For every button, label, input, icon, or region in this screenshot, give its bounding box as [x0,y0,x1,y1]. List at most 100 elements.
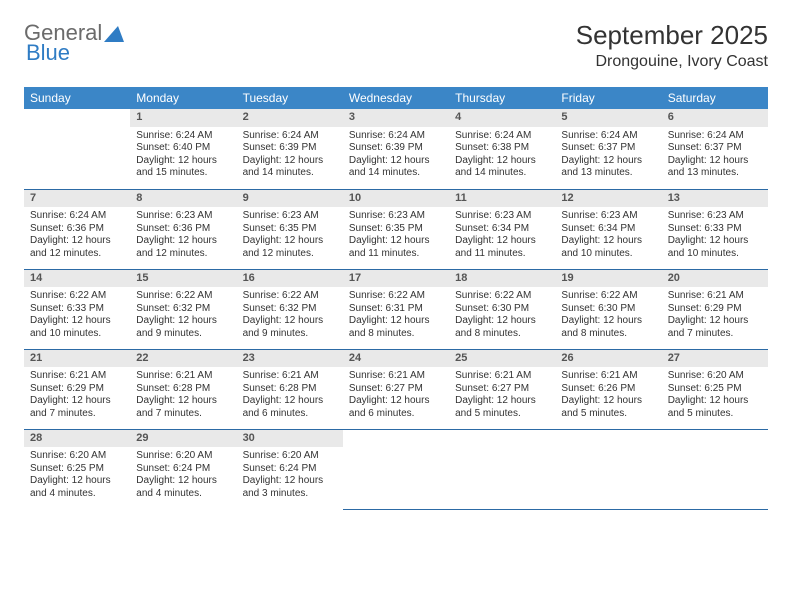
day-number: 7 [24,190,130,208]
calendar-day-cell: 6Sunrise: 6:24 AMSunset: 6:37 PMDaylight… [662,109,768,189]
logo: General Blue [24,20,124,66]
day-line: Sunset: 6:39 PM [349,142,443,155]
day-content: Sunrise: 6:23 AMSunset: 6:33 PMDaylight:… [662,207,768,266]
day-number: 1 [130,109,236,127]
day-line: and 7 minutes. [136,408,230,421]
calendar-day-cell: 8Sunrise: 6:23 AMSunset: 6:36 PMDaylight… [130,189,236,269]
calendar-day-cell: 21Sunrise: 6:21 AMSunset: 6:29 PMDayligh… [24,349,130,429]
day-line: Daylight: 12 hours [455,315,549,328]
weekday-header-row: SundayMondayTuesdayWednesdayThursdayFrid… [24,87,768,109]
day-line: Daylight: 12 hours [136,395,230,408]
calendar-day-cell [555,429,661,509]
day-content: Sunrise: 6:21 AMSunset: 6:29 PMDaylight:… [24,367,130,426]
day-line: Sunrise: 6:21 AM [30,370,124,383]
weekday-header: Thursday [449,87,555,109]
day-content: Sunrise: 6:21 AMSunset: 6:27 PMDaylight:… [343,367,449,426]
header: General Blue September 2025 Drongouine, … [24,20,768,71]
calendar-day-cell [449,429,555,509]
day-content: Sunrise: 6:24 AMSunset: 6:37 PMDaylight:… [662,127,768,186]
day-content: Sunrise: 6:22 AMSunset: 6:32 PMDaylight:… [130,287,236,346]
day-line: Sunrise: 6:20 AM [243,450,337,463]
day-line: Sunset: 6:35 PM [349,223,443,236]
calendar-day-cell: 25Sunrise: 6:21 AMSunset: 6:27 PMDayligh… [449,349,555,429]
day-line: and 9 minutes. [136,328,230,341]
day-line: Daylight: 12 hours [136,315,230,328]
calendar-table: SundayMondayTuesdayWednesdayThursdayFrid… [24,87,768,510]
calendar-week-row: 14Sunrise: 6:22 AMSunset: 6:33 PMDayligh… [24,269,768,349]
day-content: Sunrise: 6:24 AMSunset: 6:37 PMDaylight:… [555,127,661,186]
day-line: Sunrise: 6:22 AM [349,290,443,303]
day-line: Daylight: 12 hours [136,235,230,248]
day-line: Sunrise: 6:21 AM [455,370,549,383]
day-content: Sunrise: 6:23 AMSunset: 6:35 PMDaylight:… [237,207,343,266]
day-line: Daylight: 12 hours [30,315,124,328]
day-line: and 4 minutes. [136,488,230,501]
calendar-day-cell: 17Sunrise: 6:22 AMSunset: 6:31 PMDayligh… [343,269,449,349]
day-number: 11 [449,190,555,208]
day-line: Sunrise: 6:23 AM [349,210,443,223]
day-line: and 5 minutes. [668,408,762,421]
calendar-week-row: 28Sunrise: 6:20 AMSunset: 6:25 PMDayligh… [24,429,768,509]
day-content: Sunrise: 6:20 AMSunset: 6:25 PMDaylight:… [662,367,768,426]
calendar-day-cell: 7Sunrise: 6:24 AMSunset: 6:36 PMDaylight… [24,189,130,269]
day-line: Daylight: 12 hours [668,235,762,248]
day-number: 6 [662,109,768,127]
day-line: Daylight: 12 hours [455,155,549,168]
day-line: and 9 minutes. [243,328,337,341]
calendar-day-cell: 12Sunrise: 6:23 AMSunset: 6:34 PMDayligh… [555,189,661,269]
day-line: Sunset: 6:24 PM [136,463,230,476]
weekday-header: Monday [130,87,236,109]
location: Drongouine, Ivory Coast [576,53,768,71]
calendar-day-cell: 9Sunrise: 6:23 AMSunset: 6:35 PMDaylight… [237,189,343,269]
day-number: 10 [343,190,449,208]
day-number: 15 [130,270,236,288]
day-line: Sunset: 6:36 PM [30,223,124,236]
day-number: 23 [237,350,343,368]
day-content: Sunrise: 6:24 AMSunset: 6:40 PMDaylight:… [130,127,236,186]
calendar-day-cell: 16Sunrise: 6:22 AMSunset: 6:32 PMDayligh… [237,269,343,349]
day-content: Sunrise: 6:21 AMSunset: 6:27 PMDaylight:… [449,367,555,426]
day-line: Sunrise: 6:22 AM [136,290,230,303]
day-line: Sunset: 6:28 PM [136,383,230,396]
day-line: Sunrise: 6:21 AM [136,370,230,383]
day-line: Daylight: 12 hours [243,315,337,328]
calendar-day-cell [343,429,449,509]
day-line: Daylight: 12 hours [243,395,337,408]
weekday-header: Wednesday [343,87,449,109]
day-content: Sunrise: 6:22 AMSunset: 6:33 PMDaylight:… [24,287,130,346]
day-content: Sunrise: 6:24 AMSunset: 6:38 PMDaylight:… [449,127,555,186]
day-content: Sunrise: 6:21 AMSunset: 6:26 PMDaylight:… [555,367,661,426]
calendar-day-cell: 13Sunrise: 6:23 AMSunset: 6:33 PMDayligh… [662,189,768,269]
calendar-day-cell: 18Sunrise: 6:22 AMSunset: 6:30 PMDayligh… [449,269,555,349]
day-content: Sunrise: 6:22 AMSunset: 6:30 PMDaylight:… [555,287,661,346]
calendar-day-cell: 3Sunrise: 6:24 AMSunset: 6:39 PMDaylight… [343,109,449,189]
day-line: Sunrise: 6:24 AM [243,130,337,143]
day-line: Daylight: 12 hours [561,315,655,328]
day-line: Sunrise: 6:24 AM [561,130,655,143]
day-number: 26 [555,350,661,368]
day-line: Sunset: 6:32 PM [243,303,337,316]
weekday-header: Sunday [24,87,130,109]
day-number: 20 [662,270,768,288]
day-number: 21 [24,350,130,368]
day-number: 12 [555,190,661,208]
day-line: Daylight: 12 hours [455,235,549,248]
day-line: Daylight: 12 hours [561,395,655,408]
day-number: 2 [237,109,343,127]
day-line: Daylight: 12 hours [668,395,762,408]
day-line: and 4 minutes. [30,488,124,501]
day-line: Sunset: 6:29 PM [668,303,762,316]
day-line: Sunset: 6:39 PM [243,142,337,155]
day-number: 14 [24,270,130,288]
day-content: Sunrise: 6:23 AMSunset: 6:34 PMDaylight:… [449,207,555,266]
day-line: Sunrise: 6:24 AM [349,130,443,143]
calendar-day-cell: 29Sunrise: 6:20 AMSunset: 6:24 PMDayligh… [130,429,236,509]
day-line: Daylight: 12 hours [243,475,337,488]
day-line: Sunset: 6:29 PM [30,383,124,396]
day-line: and 5 minutes. [561,408,655,421]
day-number: 3 [343,109,449,127]
day-line: and 14 minutes. [243,167,337,180]
day-line: Sunrise: 6:20 AM [668,370,762,383]
calendar-day-cell: 30Sunrise: 6:20 AMSunset: 6:24 PMDayligh… [237,429,343,509]
day-number: 28 [24,430,130,448]
